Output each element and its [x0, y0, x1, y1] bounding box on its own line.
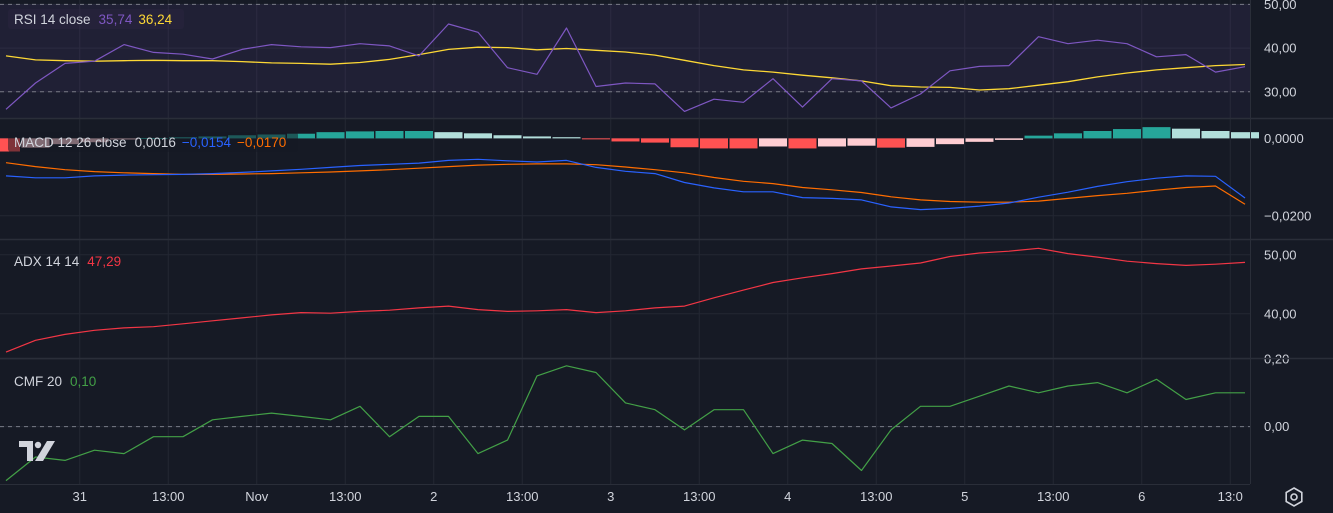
macd-histogram-bar — [818, 138, 846, 147]
rsi-ma-line — [5, 46, 1246, 91]
macd-histogram-bar — [1083, 131, 1112, 139]
y-axis-tick-label: 50,00 — [1264, 247, 1297, 262]
rsi-legend: RSI 14 close 35,74 36,24 — [8, 9, 185, 29]
macd-histogram-bar — [995, 138, 1023, 140]
macd-legend-title: MACD 12 26 close — [14, 134, 127, 150]
rsi-legend-value: 35,74 — [98, 11, 133, 27]
x-axis-tick-label: 2 — [430, 489, 437, 504]
adx-legend-value: 47,29 — [87, 253, 122, 269]
x-axis-tick-label: 13:00 — [683, 489, 716, 504]
macd-histogram-bar — [434, 132, 463, 139]
macd-signal-line — [5, 162, 1246, 205]
macd-histogram-bar — [1142, 127, 1171, 139]
y-axis-tick-label: 50,00 — [1264, 0, 1297, 12]
y-axis-tick-label: 40,00 — [1264, 41, 1297, 56]
x-axis-tick-label: 13:00 — [860, 489, 893, 504]
macd-histogram-bar — [670, 138, 699, 148]
x-axis-tick-label: 5 — [961, 489, 968, 504]
macd-histogram-bar — [523, 136, 551, 139]
macd-histogram-bar — [847, 138, 876, 146]
x-axis-tick-label: 13:0 — [1218, 489, 1243, 504]
x-axis-tick-label: Nov — [245, 489, 269, 504]
macd-histogram-bar — [375, 131, 404, 139]
settings-gear-icon[interactable] — [1283, 486, 1305, 508]
macd-histogram-bar — [1024, 135, 1053, 139]
macd-histogram-bar — [405, 131, 433, 139]
macd-histogram-bar — [1201, 131, 1230, 139]
macd-histogram-bar — [788, 138, 817, 149]
y-axis-tick-label: 40,00 — [1264, 306, 1297, 321]
macd-line-legend-value: −0,0154 — [181, 134, 232, 150]
rsi-oversold-zone — [0, 91, 1250, 118]
macd-histogram-bar — [1113, 129, 1141, 139]
macd-histogram-bar — [729, 138, 758, 149]
macd-histogram-bar — [641, 138, 669, 143]
cmf-line — [5, 365, 1245, 482]
macd-line — [5, 158, 1246, 211]
rsi-ma-legend-value: 36,24 — [138, 11, 173, 27]
rsi-line — [5, 23, 1246, 113]
macd-hist-legend-value: 0,0016 — [134, 134, 176, 150]
macd-histogram-bar — [700, 138, 728, 149]
x-axis-tick-label: 13:00 — [1037, 489, 1070, 504]
macd-histogram-bar — [582, 138, 610, 140]
x-axis-tick-label: 13:00 — [329, 489, 362, 504]
y-axis-tick-label: 30,00 — [1264, 84, 1297, 99]
x-axis-tick-label: 3 — [607, 489, 614, 504]
macd-histogram-bar — [877, 138, 905, 148]
macd-histogram-bar — [346, 131, 374, 139]
x-axis-tick-label: 4 — [784, 489, 791, 504]
macd-histogram-bar — [1054, 133, 1082, 139]
rsi-legend-title: RSI 14 close — [14, 11, 91, 27]
rsi-band-background — [0, 4, 1250, 92]
y-axis-tick-label: 0,00 — [1264, 419, 1289, 434]
tradingview-logo-icon[interactable] — [18, 440, 58, 462]
cmf-legend-title: CMF 20 — [14, 373, 63, 389]
macd-histogram-bar — [1231, 132, 1259, 139]
x-axis-tick-label: 13:00 — [506, 489, 539, 504]
macd-histogram-bar — [316, 132, 345, 139]
x-axis-tick-label: 31 — [73, 489, 87, 504]
macd-histogram-bar — [611, 138, 640, 142]
macd-histogram-bar — [287, 133, 315, 139]
cmf-legend-value: 0,10 — [70, 373, 97, 389]
macd-histogram-bar — [965, 138, 994, 142]
macd-histogram-bar — [464, 133, 492, 139]
cmf-legend: CMF 20 0,10 — [8, 371, 108, 391]
macd-histogram-bar — [936, 138, 964, 145]
macd-histogram-bar — [759, 138, 787, 147]
x-axis-tick-label: 6 — [1138, 489, 1145, 504]
macd-histogram-bar — [552, 137, 581, 139]
macd-histogram-bar — [906, 138, 935, 147]
macd-signal-legend-value: −0,0170 — [237, 134, 287, 150]
x-axis-tick-label: 13:00 — [152, 489, 185, 504]
y-axis-tick-label: −0,0200 — [1264, 208, 1311, 223]
y-axis-tick-label: 0,0000 — [1264, 131, 1304, 146]
adx-line — [5, 247, 1246, 353]
adx-legend-title: ADX 14 14 — [14, 253, 80, 269]
macd-legend: MACD 12 26 close 0,0016 −0,0154 −0,0170 — [8, 132, 299, 152]
macd-histogram-bar — [1172, 128, 1200, 139]
macd-histogram-bar — [493, 135, 522, 139]
adx-legend: ADX 14 14 47,29 — [8, 251, 133, 271]
